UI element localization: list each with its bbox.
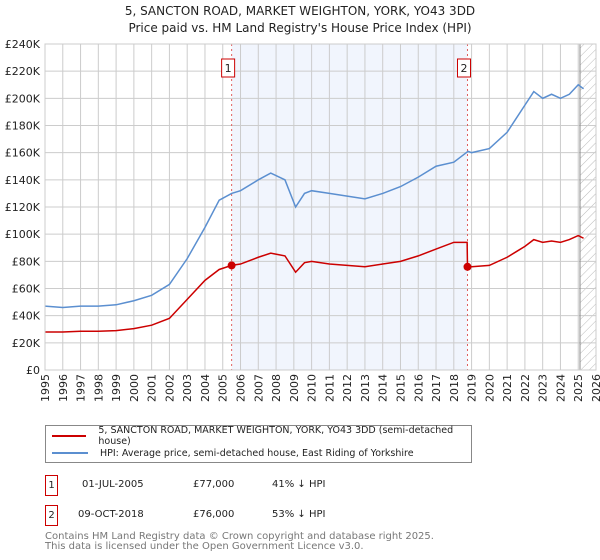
y-tick-label: £200K [5,92,41,105]
x-tick-label: 2003 [181,374,194,402]
sale-date: 01-JUL-2005 [82,479,144,490]
x-tick-label: 2016 [412,374,425,402]
x-tick-label: 2007 [252,374,265,402]
sale-point [463,262,472,271]
x-tick-label: 2009 [288,374,301,402]
y-tick-label: £20K [12,337,41,350]
x-tick-label: 2006 [235,374,248,402]
legend-swatch-blue [52,452,88,454]
x-tick-label: 1996 [57,374,70,402]
sale-date: 09-OCT-2018 [78,509,144,520]
x-tick-label: 2026 [590,374,600,402]
x-tick-label: 2008 [270,374,283,402]
x-tick-label: 2015 [394,374,407,402]
y-tick-label: £40K [12,310,41,323]
sale-marker-badge [456,58,471,78]
x-tick-label: 2021 [501,374,514,402]
y-tick-label: £180K [5,120,41,133]
sale-price: £76,000 [193,509,235,520]
sale-marker-label: 2 [460,62,467,75]
y-tick-label: £240K [5,38,41,51]
x-tick-label: 2023 [537,374,550,402]
sale-row: 2 09-OCT-2018 £76,000 53% ↓ HPI [45,505,445,527]
hpi-series-line [44,83,585,309]
sale-number-badge: 2 [45,505,58,526]
footer-copyright: Contains HM Land Registry data © Crown c… [45,531,434,542]
x-tick-label: 2004 [199,374,212,402]
y-tick-label: £140K [5,174,41,187]
footer-licence: This data is licensed under the Open Gov… [45,541,364,552]
sale-number-badge: 1 [45,475,58,496]
sale-row: 1 01-JUL-2005 £77,000 41% ↓ HPI [45,475,445,497]
x-tick-label: 2019 [466,374,479,402]
legend-label: HPI: Average price, semi-detached house,… [100,447,414,459]
sale-marker-badge [221,58,236,78]
y-tick-label: £160K [5,147,41,160]
x-tick-label: 2005 [217,374,230,402]
x-tick-label: 2014 [377,374,390,402]
x-tick-label: 1999 [110,374,123,402]
x-tick-label: 2022 [519,374,532,402]
x-tick-label: 1997 [75,374,88,402]
property-series-line [45,234,584,333]
sale-hpi-diff: 41% ↓ HPI [272,479,326,490]
x-tick-label: 1998 [92,374,105,402]
legend-swatch-red [52,435,87,437]
x-tick-label: 2025 [572,374,585,402]
chart-title: 5, SANCTON ROAD, MARKET WEIGHTON, YORK, … [124,4,476,18]
y-tick-label: £60K [12,283,41,296]
x-tick-label: 2012 [341,374,354,402]
y-tick-label: £0 [26,364,40,377]
x-tick-label: 2011 [323,374,336,402]
x-tick-label: 2018 [448,374,461,402]
y-tick-label: £100K [5,228,41,241]
legend-label: 5, SANCTON ROAD, MARKET WEIGHTON, YORK, … [98,425,454,447]
x-tick-label: 2013 [359,374,372,402]
legend-item-property: 5, SANCTON ROAD, MARKET WEIGHTON, YORK, … [46,425,471,447]
legend-item-hpi: HPI: Average price, semi-detached house,… [46,445,414,461]
x-tick-label: 2017 [430,374,443,402]
x-tick-label: 2024 [554,374,567,402]
x-tick-label: 1995 [39,374,52,402]
x-tick-label: 2002 [163,374,176,402]
sale-marker-label: 1 [225,62,232,75]
y-tick-label: £80K [12,255,41,268]
x-tick-label: 2001 [146,374,159,402]
sale-hpi-diff: 53% ↓ HPI [272,509,326,520]
y-tick-label: £220K [5,65,41,78]
legend: 5, SANCTON ROAD, MARKET WEIGHTON, YORK, … [45,425,472,463]
price-chart: 1995 1996 1997 1998 1999 2000 2001 2002 2003 2004… [5,38,600,402]
sale-point [227,261,236,270]
y-tick-label: £120K [5,201,41,214]
x-tick-label: 2020 [483,374,496,402]
x-tick-label: 2000 [128,374,141,402]
plot-frame [44,43,597,371]
chart-subtitle: Price paid vs. HM Land Registry's House … [128,21,472,35]
sale-price: £77,000 [193,479,235,490]
x-tick-label: 2010 [306,374,319,402]
